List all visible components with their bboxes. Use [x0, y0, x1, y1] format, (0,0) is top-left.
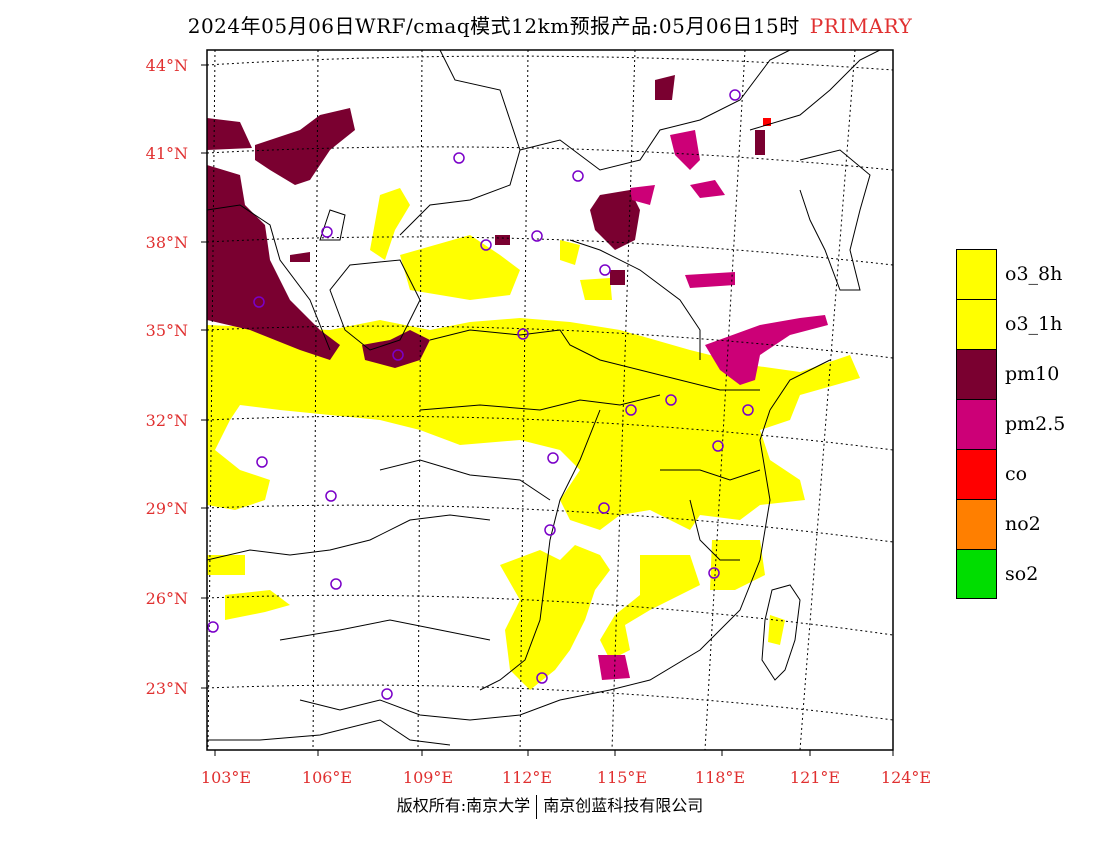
legend-item: pm2.5 [956, 399, 1065, 449]
graticule [207, 50, 893, 750]
pm10-regions [207, 75, 765, 368]
legend-label: o3_8h [1005, 263, 1063, 285]
boundaries [207, 50, 881, 746]
pollutant-legend: o3_8h o3_1h pm10 pm2.5 co no2 so2 [956, 249, 1065, 599]
legend-label: so2 [1005, 563, 1039, 585]
map-frame [206, 49, 894, 751]
lon-label-115e: 115°E [596, 768, 648, 787]
legend-label: co [1005, 463, 1028, 485]
legend-label: pm10 [1005, 363, 1060, 385]
lon-label-109e: 109°E [402, 768, 454, 787]
legend-swatch [956, 499, 997, 549]
legend-swatch [956, 249, 997, 299]
primary-tag: PRIMARY [809, 14, 913, 38]
lat-label-26n: 26°N [145, 589, 188, 608]
legend-item: so2 [956, 549, 1065, 599]
copyright-footer: 版权所有:南京大学 南京创蓝科技有限公司 [0, 792, 1100, 819]
o3-regions [207, 188, 860, 690]
legend-swatch [956, 349, 997, 399]
lon-label-118e: 118°E [694, 768, 746, 787]
legend-item: o3_8h [956, 249, 1065, 299]
copyright-right: 南京创蓝科技有限公司 [543, 796, 704, 815]
lat-label-35n: 35°N [145, 321, 188, 340]
footer-separator [536, 794, 538, 819]
lon-label-124e: 124°E [880, 768, 932, 787]
lat-label-44n: 44°N [145, 56, 188, 75]
legend-item: pm10 [956, 349, 1065, 399]
axis-ticks [201, 64, 894, 756]
lat-label-38n: 38°N [145, 233, 188, 252]
pm25-regions [598, 130, 828, 680]
legend-label: o3_1h [1005, 313, 1063, 335]
legend-item: no2 [956, 499, 1065, 549]
lon-label-121e: 121°E [789, 768, 841, 787]
legend-item: co [956, 449, 1065, 499]
legend-label: no2 [1005, 513, 1041, 535]
lon-label-103e: 103°E [200, 768, 252, 787]
legend-swatch [956, 299, 997, 349]
legend-label: pm2.5 [1005, 413, 1066, 435]
legend-swatch [956, 549, 997, 599]
copyright-left: 版权所有:南京大学 [396, 796, 531, 815]
map-title: 2024年05月06日WRF/cmaq模式12km预报产品:05月06日15时 P… [0, 10, 1100, 39]
lat-label-23n: 23°N [145, 679, 188, 698]
legend-swatch [956, 399, 997, 449]
lat-label-41n: 41°N [145, 144, 188, 163]
lat-label-32n: 32°N [145, 411, 188, 430]
legend-item: o3_1h [956, 299, 1065, 349]
map-content [207, 50, 893, 750]
station-markers [207, 89, 754, 700]
lon-label-106e: 106°E [301, 768, 353, 787]
co-spot [763, 118, 771, 126]
legend-swatch [956, 449, 997, 499]
lon-label-112e: 112°E [501, 768, 553, 787]
lat-label-29n: 29°N [145, 499, 188, 518]
title-text: 2024年05月06日WRF/cmaq模式12km预报产品:05月06日15时 [187, 14, 800, 38]
